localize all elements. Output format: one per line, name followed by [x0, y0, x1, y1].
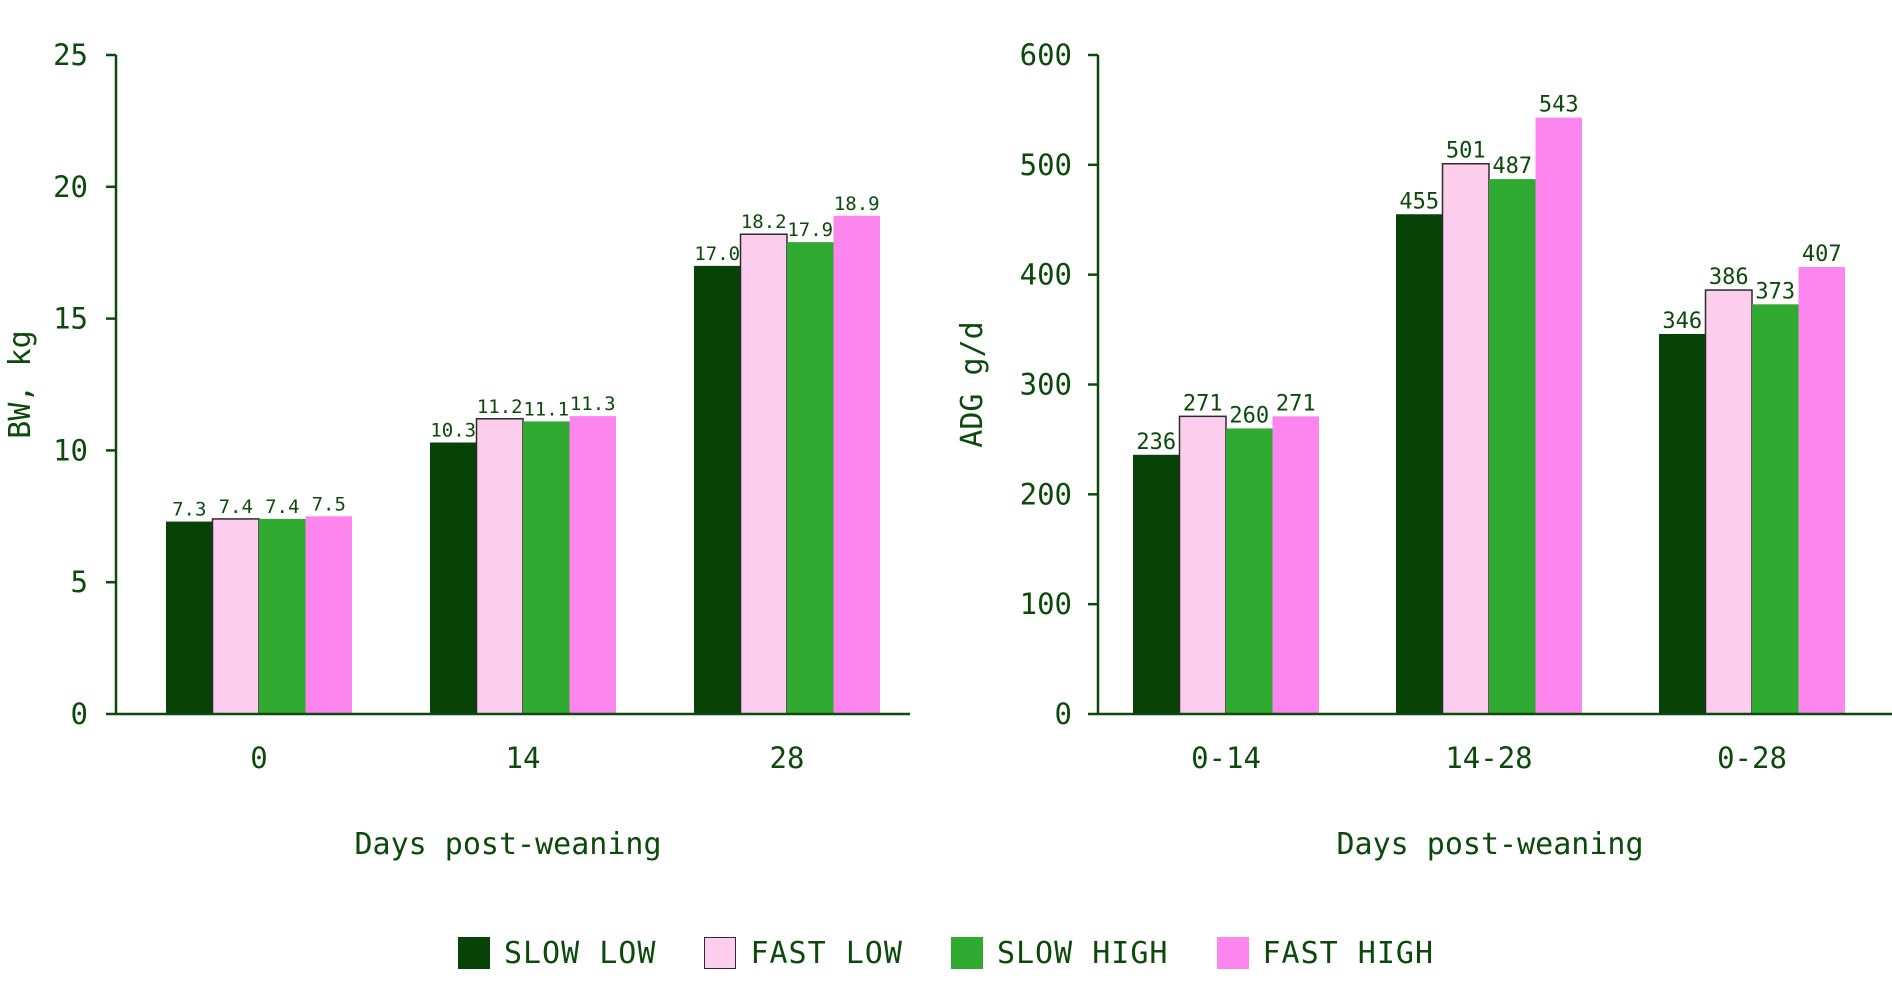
chart-panel-1: 7.3 10.3 17.0 7.4 11.2 18.2 7.4 11.1 17.9 7.5 11.3… — [3, 38, 910, 862]
bar-slow-low-0 — [166, 521, 213, 714]
data-label-fast-low-28: 18.2 — [741, 211, 787, 233]
bar-fast-high-28 — [833, 215, 880, 714]
x-axis-title: Days post-weaning — [1336, 827, 1643, 862]
data-label-slow-low-0: 7.3 — [172, 499, 206, 521]
legend-item-fast-low: FAST LOW — [704, 936, 903, 971]
data-label-slow-high-28: 17.9 — [787, 219, 833, 241]
data-label-fast-low-14: 11.2 — [477, 396, 523, 418]
data-label-slow-low-14-28: 455 — [1399, 189, 1439, 214]
x-tick-label-14-28: 14-28 — [1445, 741, 1532, 775]
x-tick-label-28: 28 — [770, 741, 805, 775]
data-label-slow-high-0: 7.4 — [265, 496, 299, 518]
y-tick-label-20: 20 — [53, 170, 88, 204]
legend-swatch-fast-low — [704, 937, 737, 969]
x-tick-label-0-28: 0-28 — [1717, 741, 1787, 775]
data-label-fast-high-28: 18.9 — [834, 193, 880, 215]
y-tick-label-100: 100 — [1020, 587, 1072, 621]
legend-label-fast-low: FAST LOW — [750, 935, 903, 971]
data-label-fast-high-14-28: 543 — [1539, 93, 1579, 118]
data-label-slow-low-14: 10.3 — [430, 419, 476, 441]
bar-slow-high-0-14 — [1226, 428, 1273, 714]
legend-item-slow-low: SLOW LOW — [457, 935, 657, 971]
y-tick-label-200: 200 — [1020, 477, 1072, 511]
bar-fast-high-0-14 — [1272, 416, 1319, 714]
legend-label-slow-low: SLOW LOW — [503, 935, 657, 971]
legend-label-slow-high: SLOW HIGH — [996, 935, 1169, 971]
bar-fast-low-14 — [475, 418, 524, 715]
data-label-fast-high-0: 7.5 — [312, 493, 346, 515]
bar-slow-low-14-28 — [1396, 214, 1443, 714]
bar-slow-low-0-28 — [1659, 333, 1706, 714]
data-label-slow-low-0-14: 236 — [1136, 430, 1176, 455]
data-label-slow-high-14-28: 487 — [1492, 154, 1532, 179]
bar-slow-low-28 — [694, 265, 741, 714]
bar-fast-low-14-28 — [1441, 162, 1490, 715]
y-tick-label-5: 5 — [71, 565, 88, 599]
bar-fast-high-0-28 — [1798, 266, 1845, 714]
y-tick-label-600: 600 — [1020, 38, 1072, 72]
x-tick-label-0-14: 0-14 — [1191, 741, 1261, 775]
chart-panel-2: 236 455 346 271 501 386 260 487 373 271 543 407 0 100… — [955, 38, 1892, 862]
bar-slow-low-0-14 — [1133, 454, 1180, 714]
legend-item-slow-high: SLOW HIGH — [950, 935, 1169, 971]
y-axis-title: BW, kg — [3, 330, 38, 438]
x-tick-label-0: 0 — [250, 741, 267, 775]
y-tick-label-10: 10 — [53, 433, 88, 467]
data-label-slow-low-28: 17.0 — [694, 243, 740, 265]
bar-fast-high-0 — [305, 516, 352, 714]
bar-fast-low-28 — [739, 233, 788, 715]
y-tick-label-0: 0 — [71, 697, 88, 731]
y-axis-title: ADG g/d — [955, 321, 990, 447]
bar-slow-high-14 — [523, 421, 570, 714]
data-label-fast-low-0-14: 271 — [1183, 391, 1223, 416]
data-label-fast-high-0-28: 407 — [1802, 242, 1842, 267]
y-tick-label-500: 500 — [1020, 148, 1072, 182]
legend-swatch-fast-high — [1216, 937, 1249, 969]
y-tick-label-0: 0 — [1055, 697, 1072, 731]
charts-canvas: 7.3 10.3 17.0 7.4 11.2 18.2 7.4 11.1 17.9 7.5 11.3… — [3, 38, 1892, 862]
legend-item-fast-high: FAST HIGH — [1216, 935, 1435, 971]
data-label-fast-low-0: 7.4 — [219, 496, 253, 518]
x-tick-label-14: 14 — [506, 741, 541, 775]
data-label-fast-low-14-28: 501 — [1446, 139, 1486, 164]
data-label-fast-low-0-28: 386 — [1709, 265, 1749, 290]
data-label-fast-high-0-14: 271 — [1276, 391, 1316, 416]
bar-fast-low-0-28 — [1704, 289, 1753, 715]
x-axis-title: Days post-weaning — [354, 827, 661, 862]
y-tick-label-400: 400 — [1020, 258, 1072, 292]
bar-slow-high-14-28 — [1489, 179, 1536, 714]
bar-slow-high-0 — [259, 518, 306, 714]
y-tick-label-25: 25 — [53, 38, 88, 72]
y-tick-label-300: 300 — [1020, 368, 1072, 402]
bar-fast-high-14 — [569, 416, 616, 714]
bar-fast-low-0 — [211, 518, 260, 715]
data-label-slow-low-0-28: 346 — [1662, 309, 1702, 334]
bar-fast-high-14-28 — [1535, 117, 1582, 715]
bar-slow-high-0-28 — [1752, 304, 1799, 714]
legend: SLOW LOW FAST LOW SLOW HIGH FAST HIGH — [0, 925, 1892, 981]
bar-fast-low-0-14 — [1178, 415, 1227, 715]
data-label-slow-high-0-28: 373 — [1755, 279, 1795, 304]
data-label-slow-high-14: 11.1 — [523, 398, 569, 420]
legend-swatch-slow-high — [950, 937, 983, 969]
bar-slow-low-14 — [430, 442, 477, 714]
bar-slow-high-28 — [787, 242, 834, 714]
data-label-slow-high-0-14: 260 — [1229, 403, 1269, 428]
legend-label-fast-high: FAST HIGH — [1262, 935, 1435, 971]
data-label-fast-high-14: 11.3 — [570, 393, 616, 415]
legend-swatch-slow-low — [457, 937, 490, 969]
y-tick-label-15: 15 — [53, 302, 88, 336]
